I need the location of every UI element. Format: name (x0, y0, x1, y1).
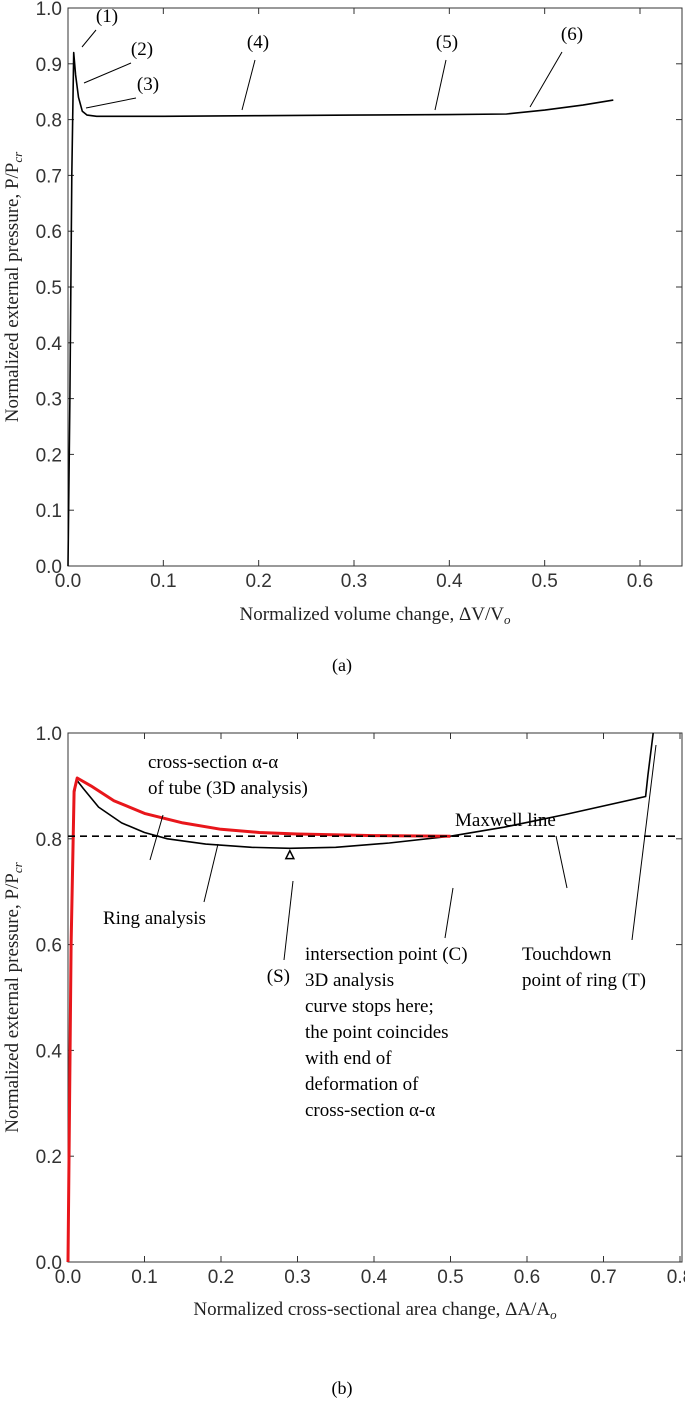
y-tick-label: 0.6 (36, 936, 62, 957)
annotation-text: cross-section α-α (305, 1100, 435, 1121)
y-tick-label: 0.6 (36, 222, 62, 243)
annotation-text: point of ring (T) (522, 970, 646, 991)
series-line-cross-section-of-tube-3d-analysis (66, 776, 451, 1263)
y-tick-label: 0.0 (36, 557, 62, 578)
x-tick-label: 0.3 (341, 571, 367, 592)
y-tick-label: 0.7 (36, 166, 62, 187)
x-tick-label: 0.3 (284, 1267, 310, 1288)
x-tick-label: 0.0 (55, 571, 81, 592)
y-tick-label: 0.4 (36, 334, 63, 355)
x-tick-label: 0.2 (245, 571, 271, 592)
x-tick-label: 0.1 (150, 571, 176, 592)
annotation-label: (4) (247, 32, 269, 53)
y-tick-label: 1.0 (36, 0, 62, 20)
y-tick-label: 0.8 (36, 111, 62, 132)
annotation-label: (5) (436, 32, 458, 53)
annotation-leader (434, 59, 447, 111)
annotation-leader (149, 814, 164, 861)
s-point-marker-triangle (284, 848, 296, 860)
y-tick-label: 0.4 (36, 1041, 63, 1062)
x-axis-label: Normalized cross-sectional area change, … (193, 1299, 557, 1322)
x-tick-label: 0.5 (437, 1267, 463, 1288)
axes-box (67, 7, 683, 567)
annotation-text: 3D analysis (305, 970, 394, 991)
axes-box (67, 732, 683, 1263)
annotation-label: (3) (137, 74, 159, 95)
x-tick-label: 0.5 (531, 571, 557, 592)
annotation-text: (S) (267, 966, 290, 987)
y-tick-label: 0.9 (36, 55, 62, 76)
x-tick-label: 0.1 (131, 1267, 157, 1288)
y-tick-label: 0.0 (36, 1253, 62, 1274)
x-tick-label: 0.6 (627, 571, 653, 592)
annotation-leader (203, 843, 219, 903)
y-tick-label: 0.1 (36, 501, 62, 522)
panel-caption: (a) (332, 655, 352, 676)
chart-panel-b: 0.0 0.1 0.2 0.3 0.4 0.5 0.6 0.7 0.8 0.0 0.2 0.4 0.6 0… (2, 724, 685, 1399)
y-tick-label: 0.2 (36, 1147, 62, 1168)
y-tick-label: 0.5 (36, 278, 62, 299)
x-tick-label: 0.0 (55, 1267, 81, 1288)
y-tick-label: 0.2 (36, 445, 62, 466)
annotation-text: Maxwell line (455, 810, 556, 831)
annotation-text: deformation of (305, 1074, 419, 1095)
annotation-leader (529, 51, 563, 108)
x-tick-label: 0.6 (514, 1267, 540, 1288)
annotation-text: cross-section α-α (148, 752, 278, 773)
x-tick-label: 0.2 (208, 1267, 234, 1288)
annotation-label: (2) (131, 39, 153, 60)
annotation-leader (283, 880, 294, 961)
y-tick-label: 1.0 (36, 724, 62, 745)
annotation-leader (555, 835, 568, 889)
x-tick-label: 0.4 (436, 571, 463, 592)
annotation-label: (6) (561, 24, 583, 45)
y-axis-label: Normalized external pressure, P/Pcr (2, 151, 25, 422)
panel-caption: (b) (332, 1378, 353, 1399)
annotation-text: intersection point (C) (305, 944, 468, 965)
annotation-text: Touchdown (522, 944, 612, 965)
x-tick-label: 0.4 (361, 1267, 388, 1288)
y-axis-label: Normalized external pressure, P/Pcr (2, 861, 25, 1132)
y-tick-label: 0.3 (36, 390, 62, 411)
x-tick-label: 0.7 (590, 1267, 616, 1288)
annotation-text: Ring analysis (103, 908, 206, 929)
annotation-text: curve stops here; (305, 996, 434, 1017)
y-tick-label: 0.8 (36, 830, 62, 851)
chart-panel-a: 0.0 0.1 0.2 0.3 0.4 0.5 0.6 0.0 0.1 0.2 0.3 0.4 0.5 0… (2, 0, 683, 676)
annotation-leader (83, 62, 132, 84)
annotation-leader (85, 97, 137, 109)
annotation-leader (631, 744, 657, 941)
annotation-leader (81, 29, 97, 48)
annotation-text: the point coincides (305, 1022, 449, 1043)
annotation-text: of tube (3D analysis) (148, 778, 308, 799)
series-line-0 (67, 51, 614, 567)
annotation-leader (241, 59, 256, 111)
x-axis-label: Normalized volume change, ΔV/Vo (240, 604, 511, 627)
annotation-leader (444, 887, 454, 939)
annotation-text: with end of (305, 1048, 392, 1069)
annotation-label: (1) (96, 6, 118, 27)
x-tick-label: 0.8 (667, 1267, 685, 1288)
